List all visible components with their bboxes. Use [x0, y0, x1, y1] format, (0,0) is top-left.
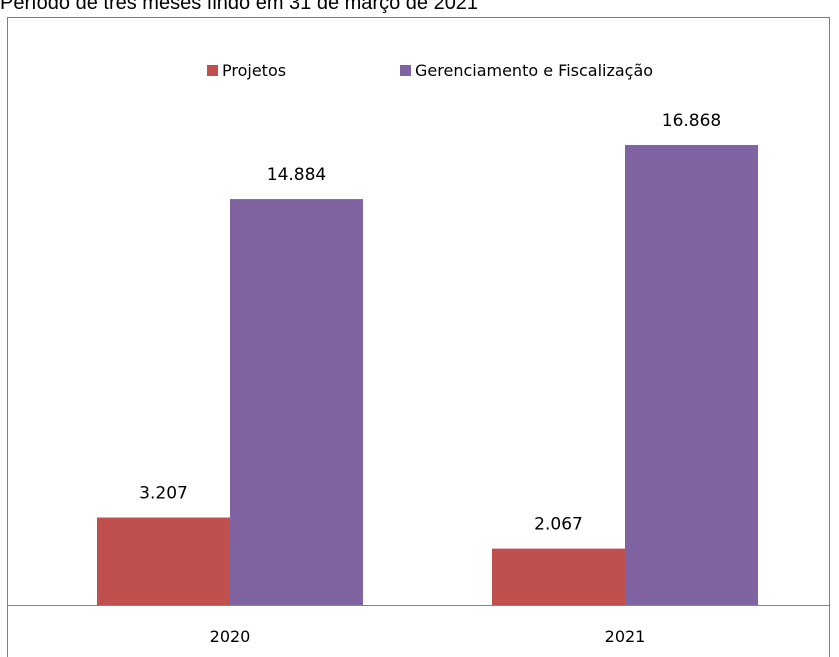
bars-group: [97, 144, 758, 606]
x-axis-ticks: 2020 2021: [210, 627, 646, 646]
data-labels-group: 3.207 2.067 14.884 16.868: [139, 111, 721, 535]
bar-gerenciamento-2020: [230, 199, 363, 605]
data-label-projetos-2020: 3.207: [139, 484, 188, 504]
bar-projetos-2020: [97, 517, 230, 605]
data-label-projetos-2021: 2.067: [534, 515, 583, 535]
data-label-gerenciamento-2020: 14.884: [267, 165, 326, 185]
chart-legend: Projetos Gerenciamento e Fiscalização: [207, 61, 653, 80]
bar-projetos-2021: [492, 548, 625, 605]
bar-gerenciamento-2021: [625, 144, 758, 606]
x-tick-label-2021: 2021: [605, 627, 646, 646]
page-title: Período de três meses findo em 31 de mar…: [0, 0, 479, 14]
data-label-gerenciamento-2021: 16.868: [662, 111, 721, 131]
legend-swatch-gerenciamento: [400, 65, 411, 76]
chart-frame: [7, 17, 830, 657]
legend-swatch-projetos: [207, 65, 218, 76]
legend-label-gerenciamento: Gerenciamento e Fiscalização: [415, 61, 653, 80]
x-tick-label-2020: 2020: [210, 627, 251, 646]
legend-label-projetos: Projetos: [222, 61, 286, 80]
